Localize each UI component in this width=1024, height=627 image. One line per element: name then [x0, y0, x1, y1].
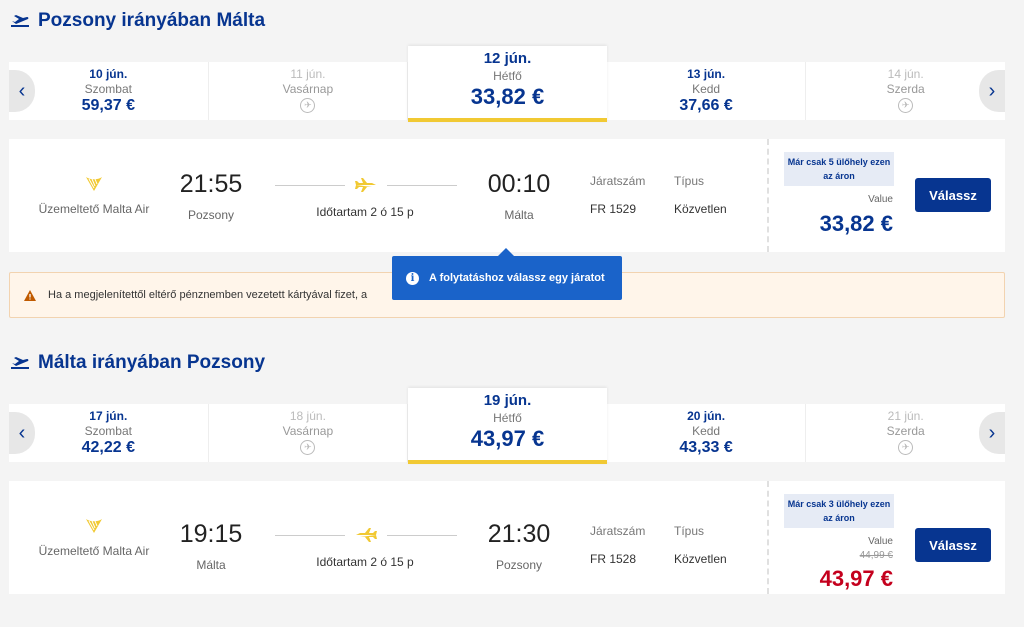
flight-type-label: Típus	[674, 524, 705, 538]
select-flight-tooltip: i A folytatáshoz válassz egy járatot	[392, 248, 622, 300]
seats-left-badge: Már csak 5 ülőhely ezen az áron	[784, 152, 894, 186]
plane-icon	[355, 178, 376, 192]
flight-number: FR 1528	[590, 552, 637, 566]
card-divider	[767, 139, 769, 252]
flight-type: Közvetlen	[674, 202, 727, 216]
arrival-city: Málta	[504, 208, 534, 222]
arrival-city: Pozsony	[495, 558, 543, 572]
flight-price: 33,82 €	[819, 211, 893, 236]
original-price: 44,99 €	[859, 550, 893, 561]
date-option[interactable]: 17 jún. Szombat 42,22 €	[9, 404, 209, 462]
select-flight-button[interactable]: Válassz	[915, 178, 991, 212]
fare-type: Value	[868, 536, 893, 547]
flight-type-label: Típus	[674, 174, 705, 188]
fare-type: Value	[868, 194, 893, 205]
date-option[interactable]: 13 jún. Kedd 37,66 €	[607, 62, 807, 120]
ryanair-harp-logo	[86, 519, 102, 533]
warning-icon	[24, 289, 36, 301]
route-line	[387, 185, 457, 186]
seats-left-badge: Már csak 3 ülőhely ezen az áron	[784, 494, 894, 528]
flight-number: FR 1529	[590, 202, 637, 216]
plane-takeoff-icon	[11, 15, 29, 27]
no-flight-icon: ✈	[898, 98, 914, 113]
ryanair-harp-logo	[86, 177, 102, 191]
date-option: 14 jún. Szerda ✈	[806, 62, 1005, 120]
route-line	[275, 185, 345, 186]
flight-number-label: Járatszám	[590, 524, 646, 538]
flight-type: Közvetlen	[674, 552, 727, 566]
date-option: 11 jún. Vasárnap ✈	[209, 62, 409, 120]
airline-info: Üzemeltető Malta Air	[29, 517, 159, 558]
airline-info: Üzemeltető Malta Air	[29, 175, 159, 216]
outbound-date-strip: 10 jún. Szombat 59,37 € 11 jún. Vasárnap…	[9, 46, 1005, 122]
no-flight-icon: ✈	[300, 440, 316, 455]
date-option-selected[interactable]: 12 jún. Hétfő 33,82 €	[408, 46, 607, 122]
next-dates-button[interactable]: ›	[979, 70, 1005, 112]
departure-time: 21:55	[179, 170, 243, 198]
chevron-right-icon: ›	[988, 421, 996, 444]
outbound-title: Pozsony irányában Málta	[10, 6, 265, 36]
no-flight-icon: ✈	[300, 98, 316, 113]
prev-dates-button[interactable]: ‹	[9, 70, 35, 112]
route-line	[387, 535, 457, 536]
flight-duration: Időtartam 2 ó 15 p	[316, 205, 414, 219]
next-dates-button[interactable]: ›	[979, 412, 1005, 454]
no-flight-icon: ✈	[898, 440, 914, 455]
arrival-time: 00:10	[487, 170, 551, 198]
card-divider	[767, 481, 769, 594]
inbound-title: Málta irányában Pozsony	[10, 348, 265, 378]
departure-city: Málta	[196, 558, 226, 572]
inbound-date-strip: 17 jún. Szombat 42,22 € 18 jún. Vasárnap…	[9, 388, 1005, 464]
inbound-flight-card: Üzemeltető Malta Air 19:15 Málta Időtart…	[9, 481, 1005, 594]
plane-icon	[356, 528, 377, 542]
flight-duration: Időtartam 2 ó 15 p	[316, 555, 414, 569]
chevron-right-icon: ›	[988, 79, 996, 102]
date-option: 21 jún. Szerda ✈	[806, 404, 1005, 462]
date-option[interactable]: 20 jún. Kedd 43,33 €	[607, 404, 807, 462]
chevron-left-icon: ‹	[18, 79, 26, 102]
flight-price: 43,97 €	[819, 566, 893, 591]
date-option-selected[interactable]: 19 jún. Hétfő 43,97 €	[408, 388, 607, 464]
chevron-left-icon: ‹	[18, 421, 26, 444]
select-flight-button[interactable]: Válassz	[915, 528, 991, 562]
departure-city: Pozsony	[187, 208, 235, 222]
info-icon: i	[406, 271, 419, 285]
flight-number-label: Járatszám	[590, 174, 646, 188]
date-option: 18 jún. Vasárnap ✈	[209, 404, 409, 462]
arrival-time: 21:30	[487, 520, 551, 548]
plane-takeoff-icon	[11, 357, 29, 369]
departure-time: 19:15	[179, 520, 243, 548]
route-line	[275, 535, 345, 536]
date-option[interactable]: 10 jún. Szombat 59,37 €	[9, 62, 209, 120]
outbound-flight-card: Üzemeltető Malta Air 21:55 Pozsony Időta…	[9, 139, 1005, 252]
